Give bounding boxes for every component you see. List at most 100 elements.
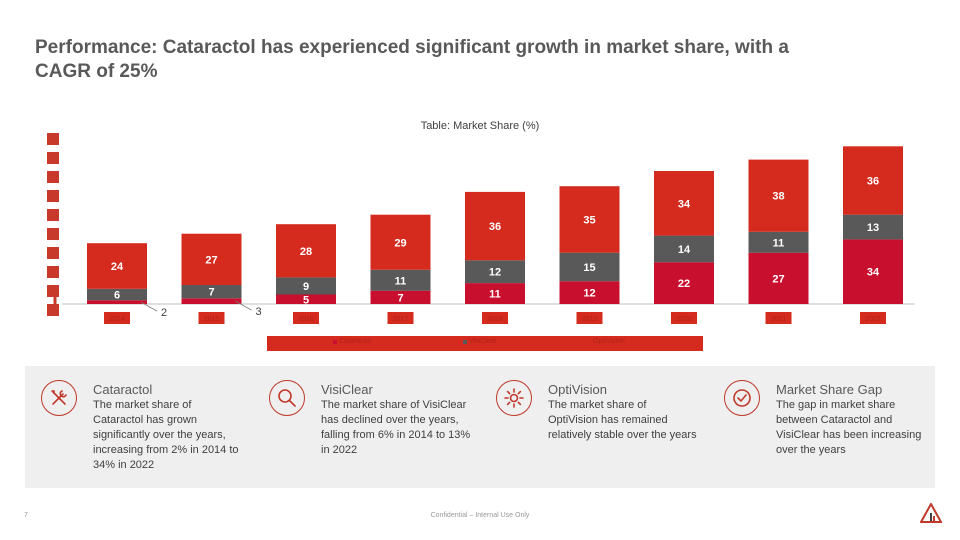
axis-tick-mark xyxy=(47,152,59,164)
confidential-footer: Confidential – Internal Use Only xyxy=(430,512,530,519)
bar-cataractol-2016 xyxy=(276,294,336,304)
bar-visiclear-2020 xyxy=(654,235,714,263)
category-tick-label: 2021 xyxy=(771,316,787,323)
axis-tick-mark xyxy=(47,266,59,278)
axis-tick-mark xyxy=(47,190,59,202)
data-label: 12 xyxy=(489,267,501,279)
chart-title: Table: Market Share (%) xyxy=(420,120,540,132)
bar-optivision-2015 xyxy=(181,233,242,285)
legend-item-cataractol: Cataractol xyxy=(333,338,371,345)
bar-optivision-2017 xyxy=(370,214,431,270)
data-label: 28 xyxy=(300,246,312,258)
bar-optivision-2014 xyxy=(87,243,147,289)
data-label: 29 xyxy=(394,237,406,249)
data-label: 11 xyxy=(773,237,785,249)
insights-panel: Cataractol The market share of Cataracto… xyxy=(25,366,935,488)
category-tick-label: 2022 xyxy=(865,316,881,323)
data-label: 12 xyxy=(583,288,595,300)
bar-cataractol-2015 xyxy=(181,298,242,304)
category-label-bg xyxy=(293,312,319,324)
axis-tick-mark xyxy=(47,285,59,297)
axis-tick-mark xyxy=(47,133,59,145)
data-label: 38 xyxy=(772,191,784,203)
bar-visiclear-2018 xyxy=(465,260,525,284)
bar-cataractol-2017 xyxy=(370,290,431,304)
legend-swatch xyxy=(463,339,467,344)
data-label: 3 xyxy=(256,306,262,318)
bar-cataractol-2018 xyxy=(465,283,525,304)
category-label-bg xyxy=(576,312,603,324)
bar-visiclear-2014 xyxy=(87,288,147,301)
axis-tick-mark xyxy=(47,209,59,221)
bar-cataractol-2019 xyxy=(559,281,620,304)
company-logo-icon xyxy=(919,501,943,528)
card-title: OptiVision xyxy=(548,382,608,397)
bar-visiclear-2021 xyxy=(748,231,809,253)
category-label-bg xyxy=(104,312,130,324)
legend-swatch xyxy=(587,339,591,344)
legend-label: Cataractol xyxy=(339,338,371,345)
data-label: 2 xyxy=(161,307,167,319)
legend-swatch xyxy=(333,339,337,344)
data-label: 11 xyxy=(395,275,407,287)
bar-optivision-2021 xyxy=(748,159,809,232)
bar-visiclear-2022 xyxy=(843,214,903,240)
stacked-bar-chart: 2 6 24 2014 3 7 27 2015 59 28 2016 7 11 29 2017 11 12 36 2… xyxy=(47,133,915,324)
page-title: Performance: Cataractol has experienced … xyxy=(35,37,789,82)
data-label: 13 xyxy=(867,222,879,234)
tools-icon xyxy=(41,380,77,416)
category-label-bg xyxy=(198,312,225,324)
data-label: 27 xyxy=(772,273,784,285)
data-label: 24 xyxy=(111,261,124,273)
bar-cataractol-2020 xyxy=(654,262,714,304)
data-label: 9 xyxy=(303,281,309,293)
category-tick-label: 2018 xyxy=(487,316,503,323)
bar-cataractol-2021 xyxy=(748,252,809,304)
card-text: The market share of OptiVision has remai… xyxy=(548,399,697,441)
bar-cataractol-2022 xyxy=(843,239,903,304)
category-tick-label: 2015 xyxy=(204,316,220,323)
category-label-bg xyxy=(860,312,886,324)
category-label-bg xyxy=(387,312,414,324)
category-label-bg xyxy=(765,312,792,324)
bar-optivision-2018 xyxy=(465,191,525,261)
gear-icon xyxy=(496,380,532,416)
chart-legend: Cataractol VisiClear OptiVision xyxy=(267,336,703,351)
bar-optivision-2022 xyxy=(843,146,903,215)
data-label: 27 xyxy=(205,254,217,266)
card-title: Market Share Gap xyxy=(776,382,883,397)
category-label-bg xyxy=(671,312,697,324)
check-badge-icon xyxy=(724,380,760,416)
card-text: The gap in market share between Cataract… xyxy=(776,399,922,456)
card-text: The market share of Cataractol has grown… xyxy=(93,399,239,471)
bar-visiclear-2015 xyxy=(181,285,242,299)
data-label: 7 xyxy=(397,292,403,304)
legend-item-visiclear: VisiClear xyxy=(463,338,497,345)
bar-visiclear-2019 xyxy=(559,252,620,282)
data-label: 34 xyxy=(678,198,691,210)
magnifier-icon xyxy=(269,380,305,416)
data-label: 14 xyxy=(678,244,691,256)
card-title: Cataractol xyxy=(93,382,153,397)
legend-item-optivision: OptiVision xyxy=(587,338,625,345)
data-label: 34 xyxy=(867,267,880,279)
data-label-leader xyxy=(140,301,158,312)
bar-cataractol-2014 xyxy=(87,300,147,304)
bar-optivision-2016 xyxy=(276,224,336,278)
legend-label: VisiClear xyxy=(469,338,497,345)
data-label: 36 xyxy=(867,176,879,188)
bar-visiclear-2016 xyxy=(276,277,336,295)
data-label: 15 xyxy=(583,262,595,274)
category-tick-label: 2019 xyxy=(582,316,598,323)
data-label: 5 xyxy=(303,294,309,306)
bar-optivision-2019 xyxy=(559,186,620,253)
page-number: 7 xyxy=(24,512,28,519)
data-label-leader xyxy=(235,300,252,311)
axis-tick-mark xyxy=(47,247,59,259)
data-label: 7 xyxy=(208,287,214,299)
legend-label: OptiVision xyxy=(593,338,625,345)
category-tick-label: 2016 xyxy=(298,316,314,323)
data-label: 6 xyxy=(114,290,120,302)
bar-visiclear-2017 xyxy=(370,269,431,291)
data-label: 11 xyxy=(489,289,501,301)
